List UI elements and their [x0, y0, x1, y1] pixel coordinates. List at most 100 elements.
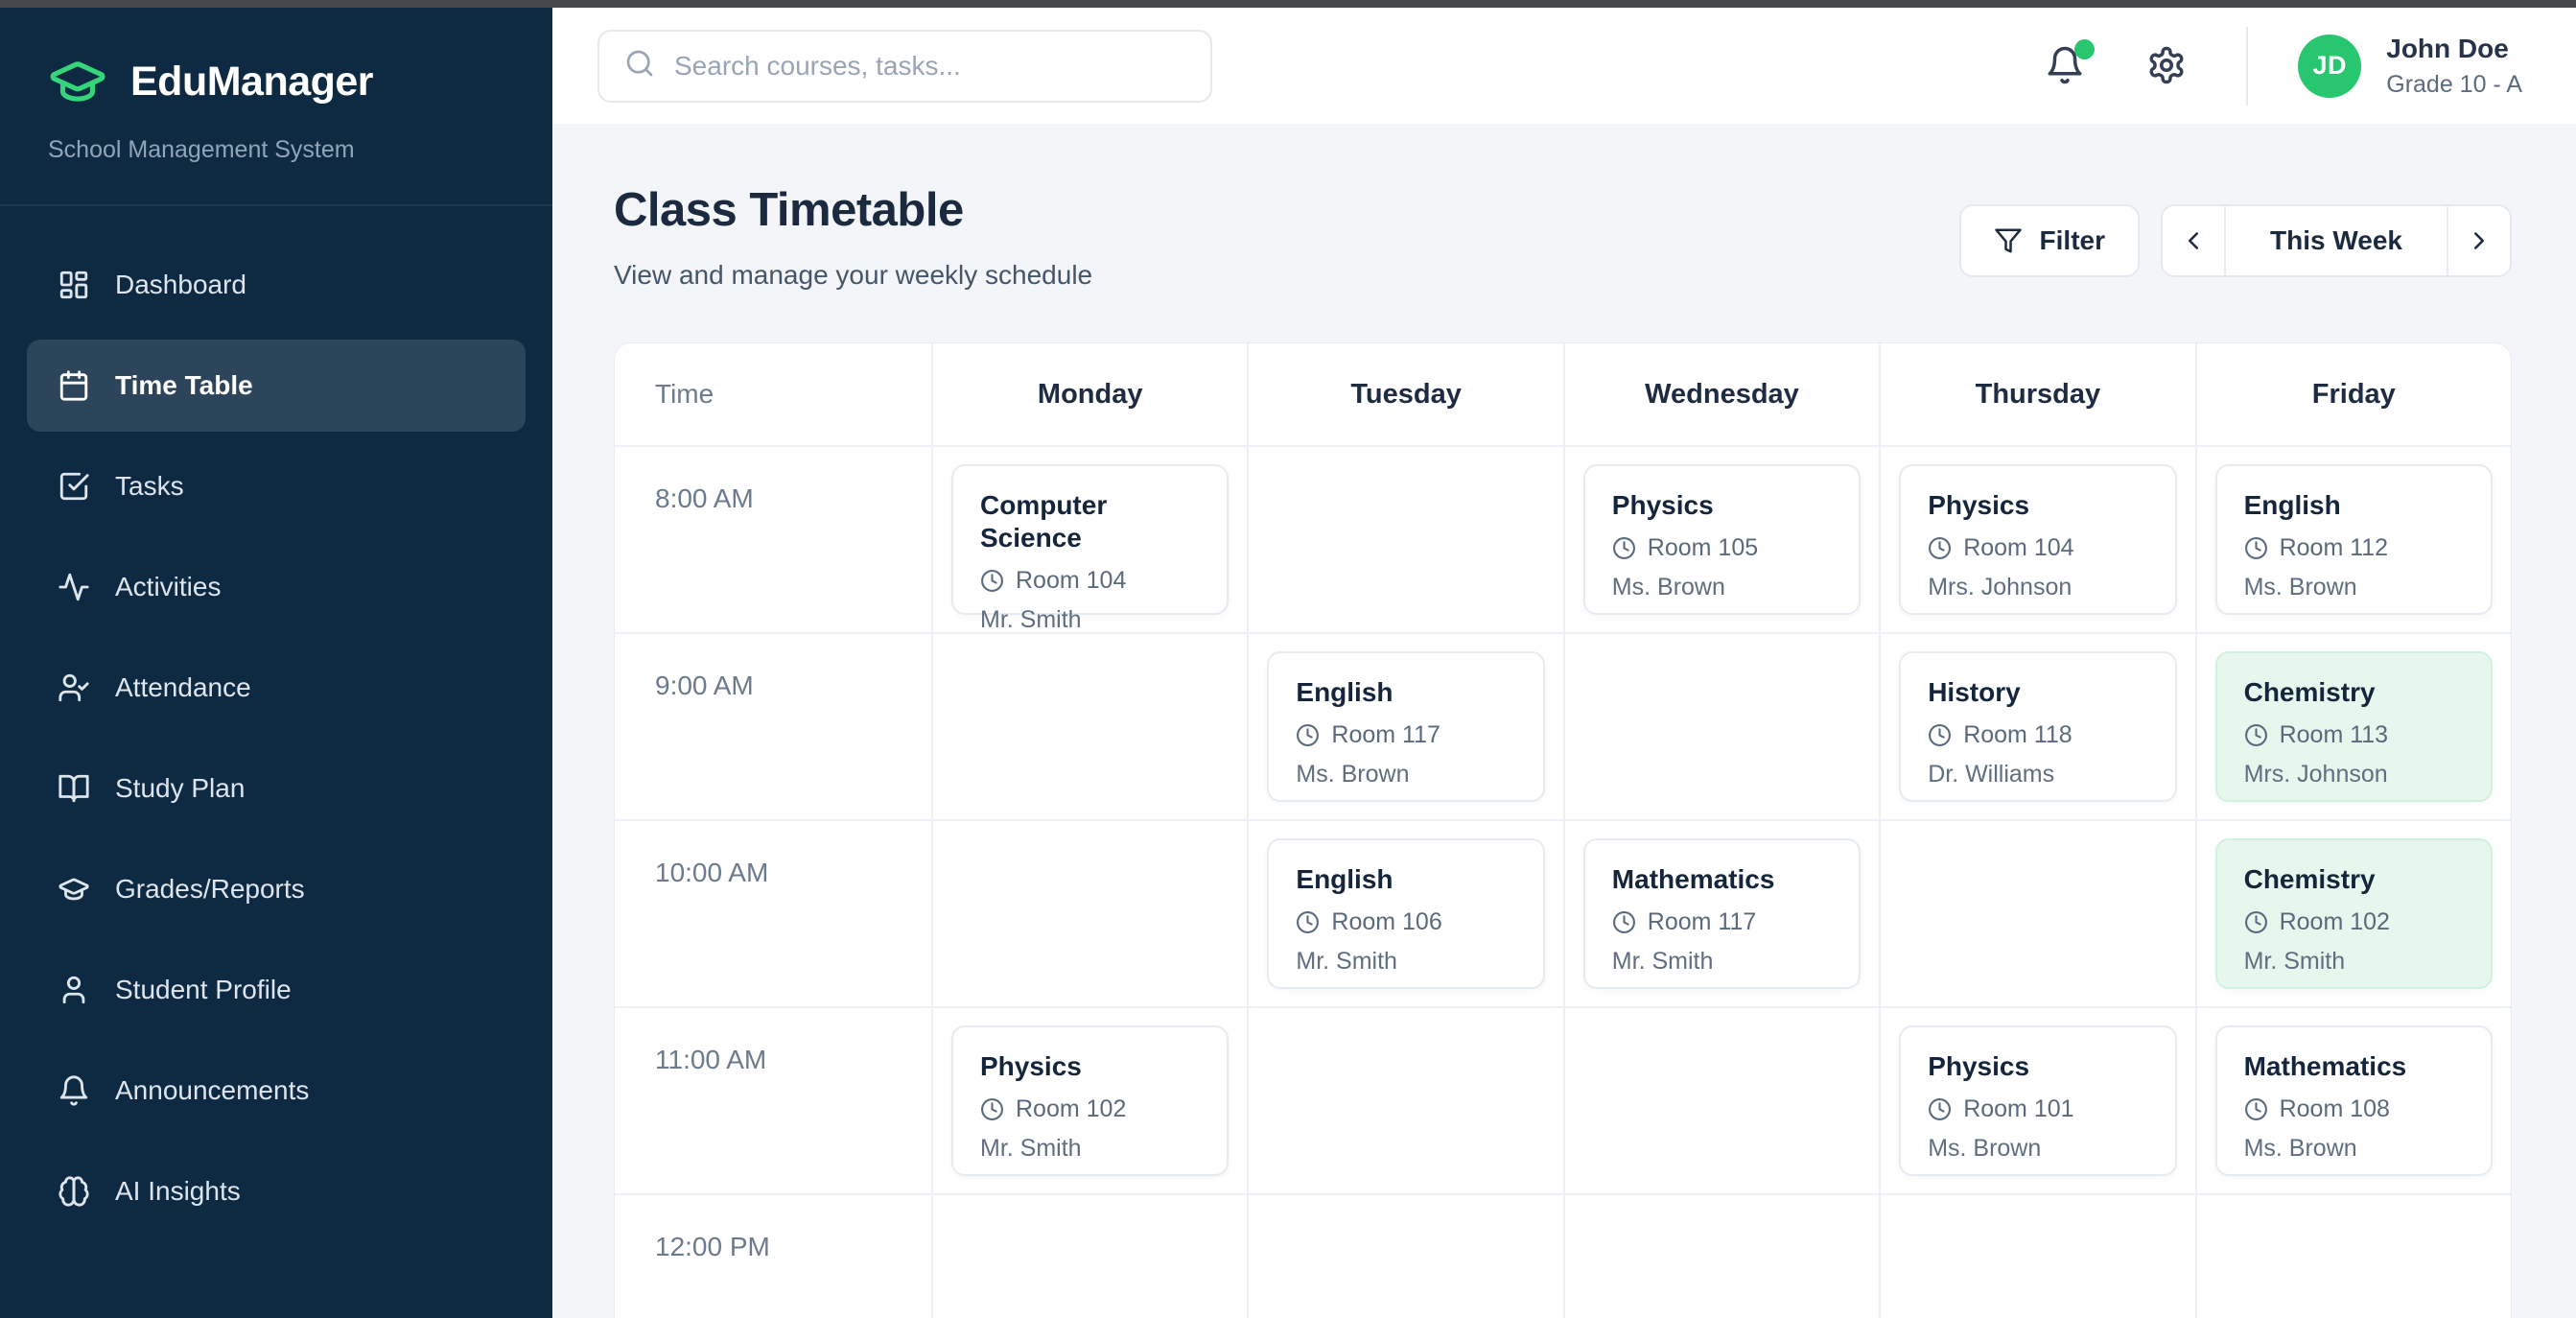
settings-button[interactable]	[2146, 45, 2189, 87]
timetable-slot-empty	[931, 819, 1248, 1006]
class-card[interactable]: Physics Room 104 Mrs. Johnson	[1899, 464, 2177, 615]
class-room: Room 112	[2279, 534, 2389, 561]
search-input[interactable]	[674, 50, 1185, 82]
class-card[interactable]: Physics Room 101 Ms. Brown	[1899, 1025, 2177, 1176]
app-subtitle: School Management System	[48, 136, 355, 163]
timetable-slot-empty	[1879, 1193, 2195, 1318]
logo: EduManager	[48, 52, 508, 111]
class-card[interactable]: English Room 112 Ms. Brown	[2214, 464, 2493, 615]
class-card[interactable]: English Room 117 Ms. Brown	[1267, 651, 1545, 802]
app-title: EduManager	[130, 58, 374, 105]
page-heading-block: Class Timetable View and manage your wee…	[614, 183, 1092, 291]
main-area: JD John Doe Grade 10 - A Class Timetable…	[552, 8, 2576, 1318]
class-teacher: Mr. Smith	[2243, 948, 2346, 975]
class-room-row: Room 117	[1296, 720, 1515, 749]
sidebar-item-announcements[interactable]: Announcements	[27, 1045, 526, 1137]
gear-icon	[2149, 46, 2184, 83]
user-check-icon	[58, 671, 90, 704]
class-room: Room 102	[1016, 1095, 1127, 1122]
class-room-row: Room 102	[980, 1094, 1200, 1123]
clock-icon	[1929, 723, 1952, 746]
current-week-label[interactable]: This Week	[2224, 206, 2448, 275]
class-card[interactable]: Physics Room 105 Ms. Brown	[1582, 464, 1862, 615]
week-navigation: This Week	[2161, 204, 2512, 277]
time-label: 8:00 AM	[615, 445, 931, 632]
notifications-button[interactable]	[2045, 38, 2096, 87]
timetable-slot-empty	[1879, 819, 2195, 1006]
class-card-highlighted[interactable]: Chemistry Room 102 Mr. Smith	[2214, 838, 2493, 989]
book-open-icon	[58, 772, 90, 805]
sidebar-item-tasks[interactable]: Tasks	[27, 440, 526, 532]
class-room: Room 104	[1016, 567, 1127, 594]
class-subject: Mathematics	[1611, 864, 1775, 894]
class-room: Room 104	[1963, 534, 2074, 561]
class-room: Room 101	[1963, 1095, 2074, 1122]
chevron-right-icon	[2474, 232, 2484, 249]
class-room-row: Room 102	[2244, 907, 2464, 936]
sidebar-item-label: Tasks	[115, 471, 184, 501]
timetable-slot: Chemistry Room 102 Mr. Smith	[2194, 819, 2511, 1006]
class-card[interactable]: Physics Room 102 Mr. Smith	[951, 1025, 1229, 1176]
sidebar-item-dashboard[interactable]: Dashboard	[27, 239, 526, 331]
class-subject: Chemistry	[2243, 677, 2376, 707]
calendar-icon	[58, 369, 90, 402]
sidebar-item-student-profile[interactable]: Student Profile	[27, 944, 526, 1036]
class-card[interactable]: History Room 118 Dr. Williams	[1899, 651, 2177, 802]
sidebar-item-activities[interactable]: Activities	[27, 541, 526, 633]
timetable-card: Time Monday Tuesday Wednesday Thursday F…	[614, 342, 2512, 1318]
check-square-icon	[58, 470, 90, 503]
time-label: 10:00 AM	[615, 819, 931, 1006]
next-week-button[interactable]	[2448, 206, 2510, 275]
window-chrome-strip	[0, 0, 2576, 8]
timetable-slot: History Room 118 Dr. Williams	[1879, 632, 2195, 819]
class-card-highlighted[interactable]: Chemistry Room 113 Mrs. Johnson	[2214, 651, 2493, 802]
previous-week-button[interactable]	[2163, 206, 2224, 275]
timetable-slot-empty	[1562, 1006, 1880, 1193]
clock-icon	[981, 1097, 1003, 1120]
timetable-grid: Time Monday Tuesday Wednesday Thursday F…	[615, 343, 2511, 1318]
timetable-slot: English Room 117 Ms. Brown	[1247, 632, 1563, 819]
sidebar-item-grades-reports[interactable]: Grades/Reports	[27, 843, 526, 935]
clock-icon	[1297, 910, 1320, 933]
class-subject: Physics	[980, 1051, 1082, 1081]
sidebar-item-label: Announcements	[115, 1075, 310, 1105]
filter-button-label: Filter	[2039, 225, 2106, 255]
class-card[interactable]: Computer Science Room 104 Mr. Smith	[951, 464, 1229, 633]
class-teacher: Mr. Smith	[980, 606, 1082, 633]
clock-icon	[1929, 536, 1952, 559]
timetable-slot: Physics Room 102 Mr. Smith	[931, 1006, 1248, 1193]
class-card[interactable]: Mathematics Room 108 Ms. Brown	[2214, 1025, 2493, 1176]
column-header-wednesday: Wednesday	[1562, 343, 1879, 445]
class-room: Room 105	[1647, 534, 1759, 561]
class-room: Room 113	[2279, 721, 2389, 748]
page-header: Class Timetable View and manage your wee…	[614, 183, 2512, 291]
sidebar-item-ai-insights[interactable]: AI Insights	[27, 1145, 526, 1237]
time-label: 12:00 PM	[615, 1193, 931, 1318]
class-teacher: Ms. Brown	[1296, 761, 1410, 788]
class-room: Room 106	[1331, 908, 1442, 935]
sidebar-item-label: Study Plan	[115, 773, 246, 803]
class-teacher: Ms. Brown	[2243, 1135, 2357, 1162]
class-card[interactable]: Mathematics Room 117 Mr. Smith	[1582, 838, 1862, 989]
sidebar-item-label: Attendance	[115, 672, 251, 702]
class-room-row: Room 106	[1296, 907, 1515, 936]
class-card[interactable]: English Room 106 Mr. Smith	[1267, 838, 1545, 989]
page-content: Class Timetable View and manage your wee…	[552, 124, 2576, 1318]
timetable-slot: Mathematics Room 117 Mr. Smith	[1562, 819, 1880, 1006]
class-room-row: Room 112	[2244, 533, 2464, 562]
clock-icon	[1929, 1097, 1952, 1120]
sidebar-item-label: Dashboard	[115, 270, 246, 299]
user-grade: Grade 10 - A	[2386, 70, 2522, 98]
sidebar-item-attendance[interactable]: Attendance	[27, 642, 526, 734]
class-teacher: Mr. Smith	[1296, 948, 1397, 975]
class-subject: Chemistry	[2243, 864, 2376, 894]
filter-button[interactable]: Filter	[1958, 204, 2141, 277]
class-subject: Physics	[1611, 490, 1714, 520]
time-label: 11:00 AM	[615, 1006, 931, 1193]
timetable-slot: Physics Room 105 Ms. Brown	[1562, 445, 1880, 632]
sidebar-item-study-plan[interactable]: Study Plan	[27, 742, 526, 835]
user-menu[interactable]: JD John Doe Grade 10 - A	[2298, 34, 2522, 99]
sidebar-item-timetable[interactable]: Time Table	[27, 340, 526, 432]
class-subject: Mathematics	[2243, 1051, 2407, 1081]
avatar: JD	[2298, 34, 2362, 98]
